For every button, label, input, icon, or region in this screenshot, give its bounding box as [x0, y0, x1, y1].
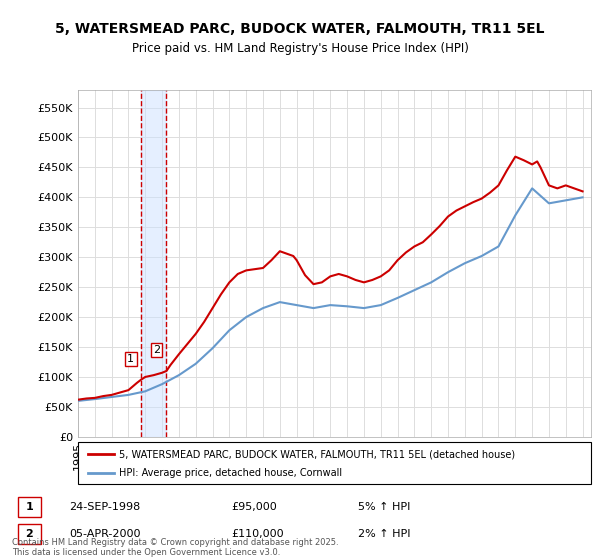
Text: HPI: Average price, detached house, Cornwall: HPI: Average price, detached house, Corn… — [119, 468, 342, 478]
FancyBboxPatch shape — [78, 442, 591, 484]
Text: 05-APR-2000: 05-APR-2000 — [70, 529, 141, 539]
Text: 5% ↑ HPI: 5% ↑ HPI — [358, 502, 410, 512]
Text: Price paid vs. HM Land Registry's House Price Index (HPI): Price paid vs. HM Land Registry's House … — [131, 42, 469, 55]
Text: £95,000: £95,000 — [231, 502, 277, 512]
Text: 5, WATERSMEAD PARC, BUDOCK WATER, FALMOUTH, TR11 5EL: 5, WATERSMEAD PARC, BUDOCK WATER, FALMOU… — [55, 22, 545, 36]
Text: 1: 1 — [127, 354, 134, 364]
Text: Contains HM Land Registry data © Crown copyright and database right 2025.
This d: Contains HM Land Registry data © Crown c… — [12, 538, 338, 557]
Text: 2: 2 — [153, 345, 160, 355]
Bar — [141, 90, 166, 437]
FancyBboxPatch shape — [18, 497, 41, 517]
Text: 24-SEP-1998: 24-SEP-1998 — [70, 502, 141, 512]
Text: 2: 2 — [25, 529, 33, 539]
Text: 2% ↑ HPI: 2% ↑ HPI — [358, 529, 410, 539]
Text: 1: 1 — [25, 502, 33, 512]
FancyBboxPatch shape — [18, 524, 41, 544]
Text: 5, WATERSMEAD PARC, BUDOCK WATER, FALMOUTH, TR11 5EL (detached house): 5, WATERSMEAD PARC, BUDOCK WATER, FALMOU… — [119, 449, 515, 459]
Text: £110,000: £110,000 — [231, 529, 284, 539]
